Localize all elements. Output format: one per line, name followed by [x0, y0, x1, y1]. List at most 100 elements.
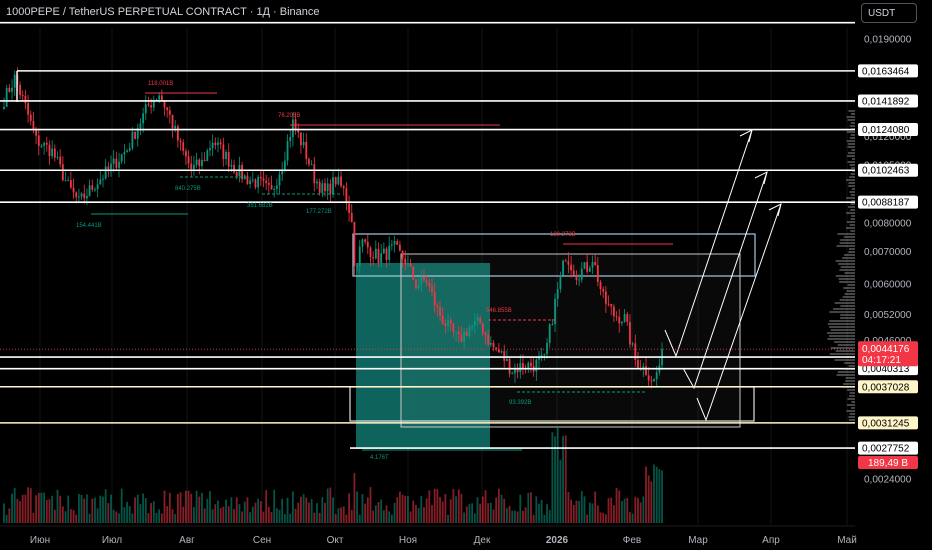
- candle-89: [241, 165, 243, 180]
- volume-bar-174: [468, 504, 471, 523]
- volume-bar-210: [564, 435, 567, 523]
- volume-bar-7: [21, 494, 24, 523]
- candle-77: [209, 148, 211, 151]
- candle-129: [348, 203, 350, 213]
- candle-116: [313, 164, 316, 184]
- candle-80: [217, 142, 219, 146]
- volume-bar-84: [227, 506, 230, 523]
- candle-22: [61, 164, 64, 181]
- drawings: [0, 92, 855, 451]
- candle-61: [166, 107, 169, 111]
- candle-120: [324, 183, 326, 192]
- volume-bar-40: [110, 494, 112, 523]
- volume-bar-12: [35, 495, 37, 523]
- volume-bar-236: [634, 496, 637, 523]
- candle-177: [476, 317, 479, 322]
- volume-bar-52: [142, 493, 144, 523]
- candle-47: [128, 148, 131, 151]
- profile-bar-209: [850, 209, 855, 211]
- candle-158: [425, 280, 428, 283]
- candle-205: [551, 324, 554, 326]
- price-tag-bg-9: [858, 441, 918, 455]
- profile-bar-416: [848, 416, 855, 418]
- candle-234: [629, 322, 631, 345]
- volume-bar-244: [655, 466, 658, 523]
- volume-bar-83: [225, 499, 227, 523]
- price-axis[interactable]: 0,00240000,00460000,00520000,00600000,00…: [855, 28, 932, 550]
- candle-191: [514, 368, 516, 374]
- volume-bar-115: [310, 499, 313, 523]
- volume-bar-167: [449, 499, 452, 523]
- time-tick-11: Май: [837, 535, 857, 546]
- volume-bar-152: [409, 511, 412, 523]
- profile-bar-299: [839, 299, 855, 301]
- volume-bar-42: [115, 511, 118, 523]
- candle-72: [195, 159, 198, 165]
- candle-206: [554, 298, 556, 325]
- currency-selector[interactable]: USDT: [861, 3, 917, 23]
- candle-193: [519, 363, 522, 373]
- candle-121: [326, 183, 329, 192]
- candle-196: [527, 362, 530, 370]
- volume-bar-182: [489, 502, 492, 523]
- candle-226: [607, 303, 610, 305]
- profile-bar-227: [846, 227, 855, 229]
- profile-bar-383: [843, 383, 855, 385]
- candle-122: [329, 183, 332, 194]
- price-tick-4: 0,0070000: [864, 247, 912, 258]
- profile-bar-410: [846, 410, 855, 412]
- volume-bar-106: [286, 497, 289, 523]
- profile-bar-344: [837, 344, 855, 346]
- candle-233: [626, 314, 629, 323]
- candle-94: [254, 179, 257, 188]
- candle-155: [417, 284, 420, 289]
- candle-147: [396, 241, 399, 245]
- volume-bar-37: [102, 496, 104, 523]
- profile-bar-242: [839, 242, 855, 244]
- volume-bar-1: [5, 514, 8, 523]
- volume-bar-66: [179, 492, 182, 523]
- candle-91: [246, 175, 249, 185]
- candle-124: [334, 177, 337, 185]
- candle-29: [80, 193, 83, 197]
- candle-125: [337, 176, 340, 185]
- volume-bar-97: [262, 511, 265, 523]
- volume-bar-234: [629, 511, 631, 523]
- volume-bar-69: [187, 490, 190, 523]
- candle-95: [257, 176, 260, 188]
- candle-15: [43, 142, 46, 146]
- profile-bar-167: [850, 167, 855, 169]
- candle-164: [441, 315, 444, 324]
- candle-82: [222, 144, 225, 160]
- candle-220: [591, 261, 594, 268]
- candle-194: [522, 363, 524, 369]
- volume-bar-64: [174, 514, 177, 523]
- volume-bar-51: [139, 504, 142, 523]
- price-tag-bg-8: [858, 416, 918, 430]
- candle-154: [415, 279, 417, 289]
- volume-bar-203: [546, 504, 548, 523]
- volume-bar-10: [29, 488, 32, 523]
- candle-33: [91, 185, 94, 190]
- volume-bar-195: [524, 507, 527, 523]
- volume-bar-201: [540, 499, 543, 523]
- profile-bar-320: [829, 320, 855, 322]
- candle-51: [139, 123, 142, 129]
- time-axis[interactable]: Июн Июл Авг Сен Окт Ноя Дек 2026 Фев Мар Апр Май: [0, 525, 857, 546]
- volume-bar-177: [476, 497, 479, 523]
- profile-bar-371: [837, 371, 855, 373]
- volume-bar-186: [500, 494, 503, 523]
- countdown-tag: 04:17:21: [862, 355, 901, 366]
- candle-140: [377, 248, 380, 264]
- volume-bar-15: [43, 492, 46, 523]
- volume-bar-154: [415, 504, 417, 523]
- candle-36: [99, 179, 102, 185]
- volume-bar-82: [222, 506, 225, 523]
- annotation-1: 76.205B: [278, 113, 300, 119]
- volume-bar-132: [356, 491, 358, 523]
- profile-bar-149: [851, 149, 855, 151]
- candle-39: [107, 166, 110, 170]
- profile-bar-173: [850, 173, 855, 175]
- candle-108: [292, 119, 294, 137]
